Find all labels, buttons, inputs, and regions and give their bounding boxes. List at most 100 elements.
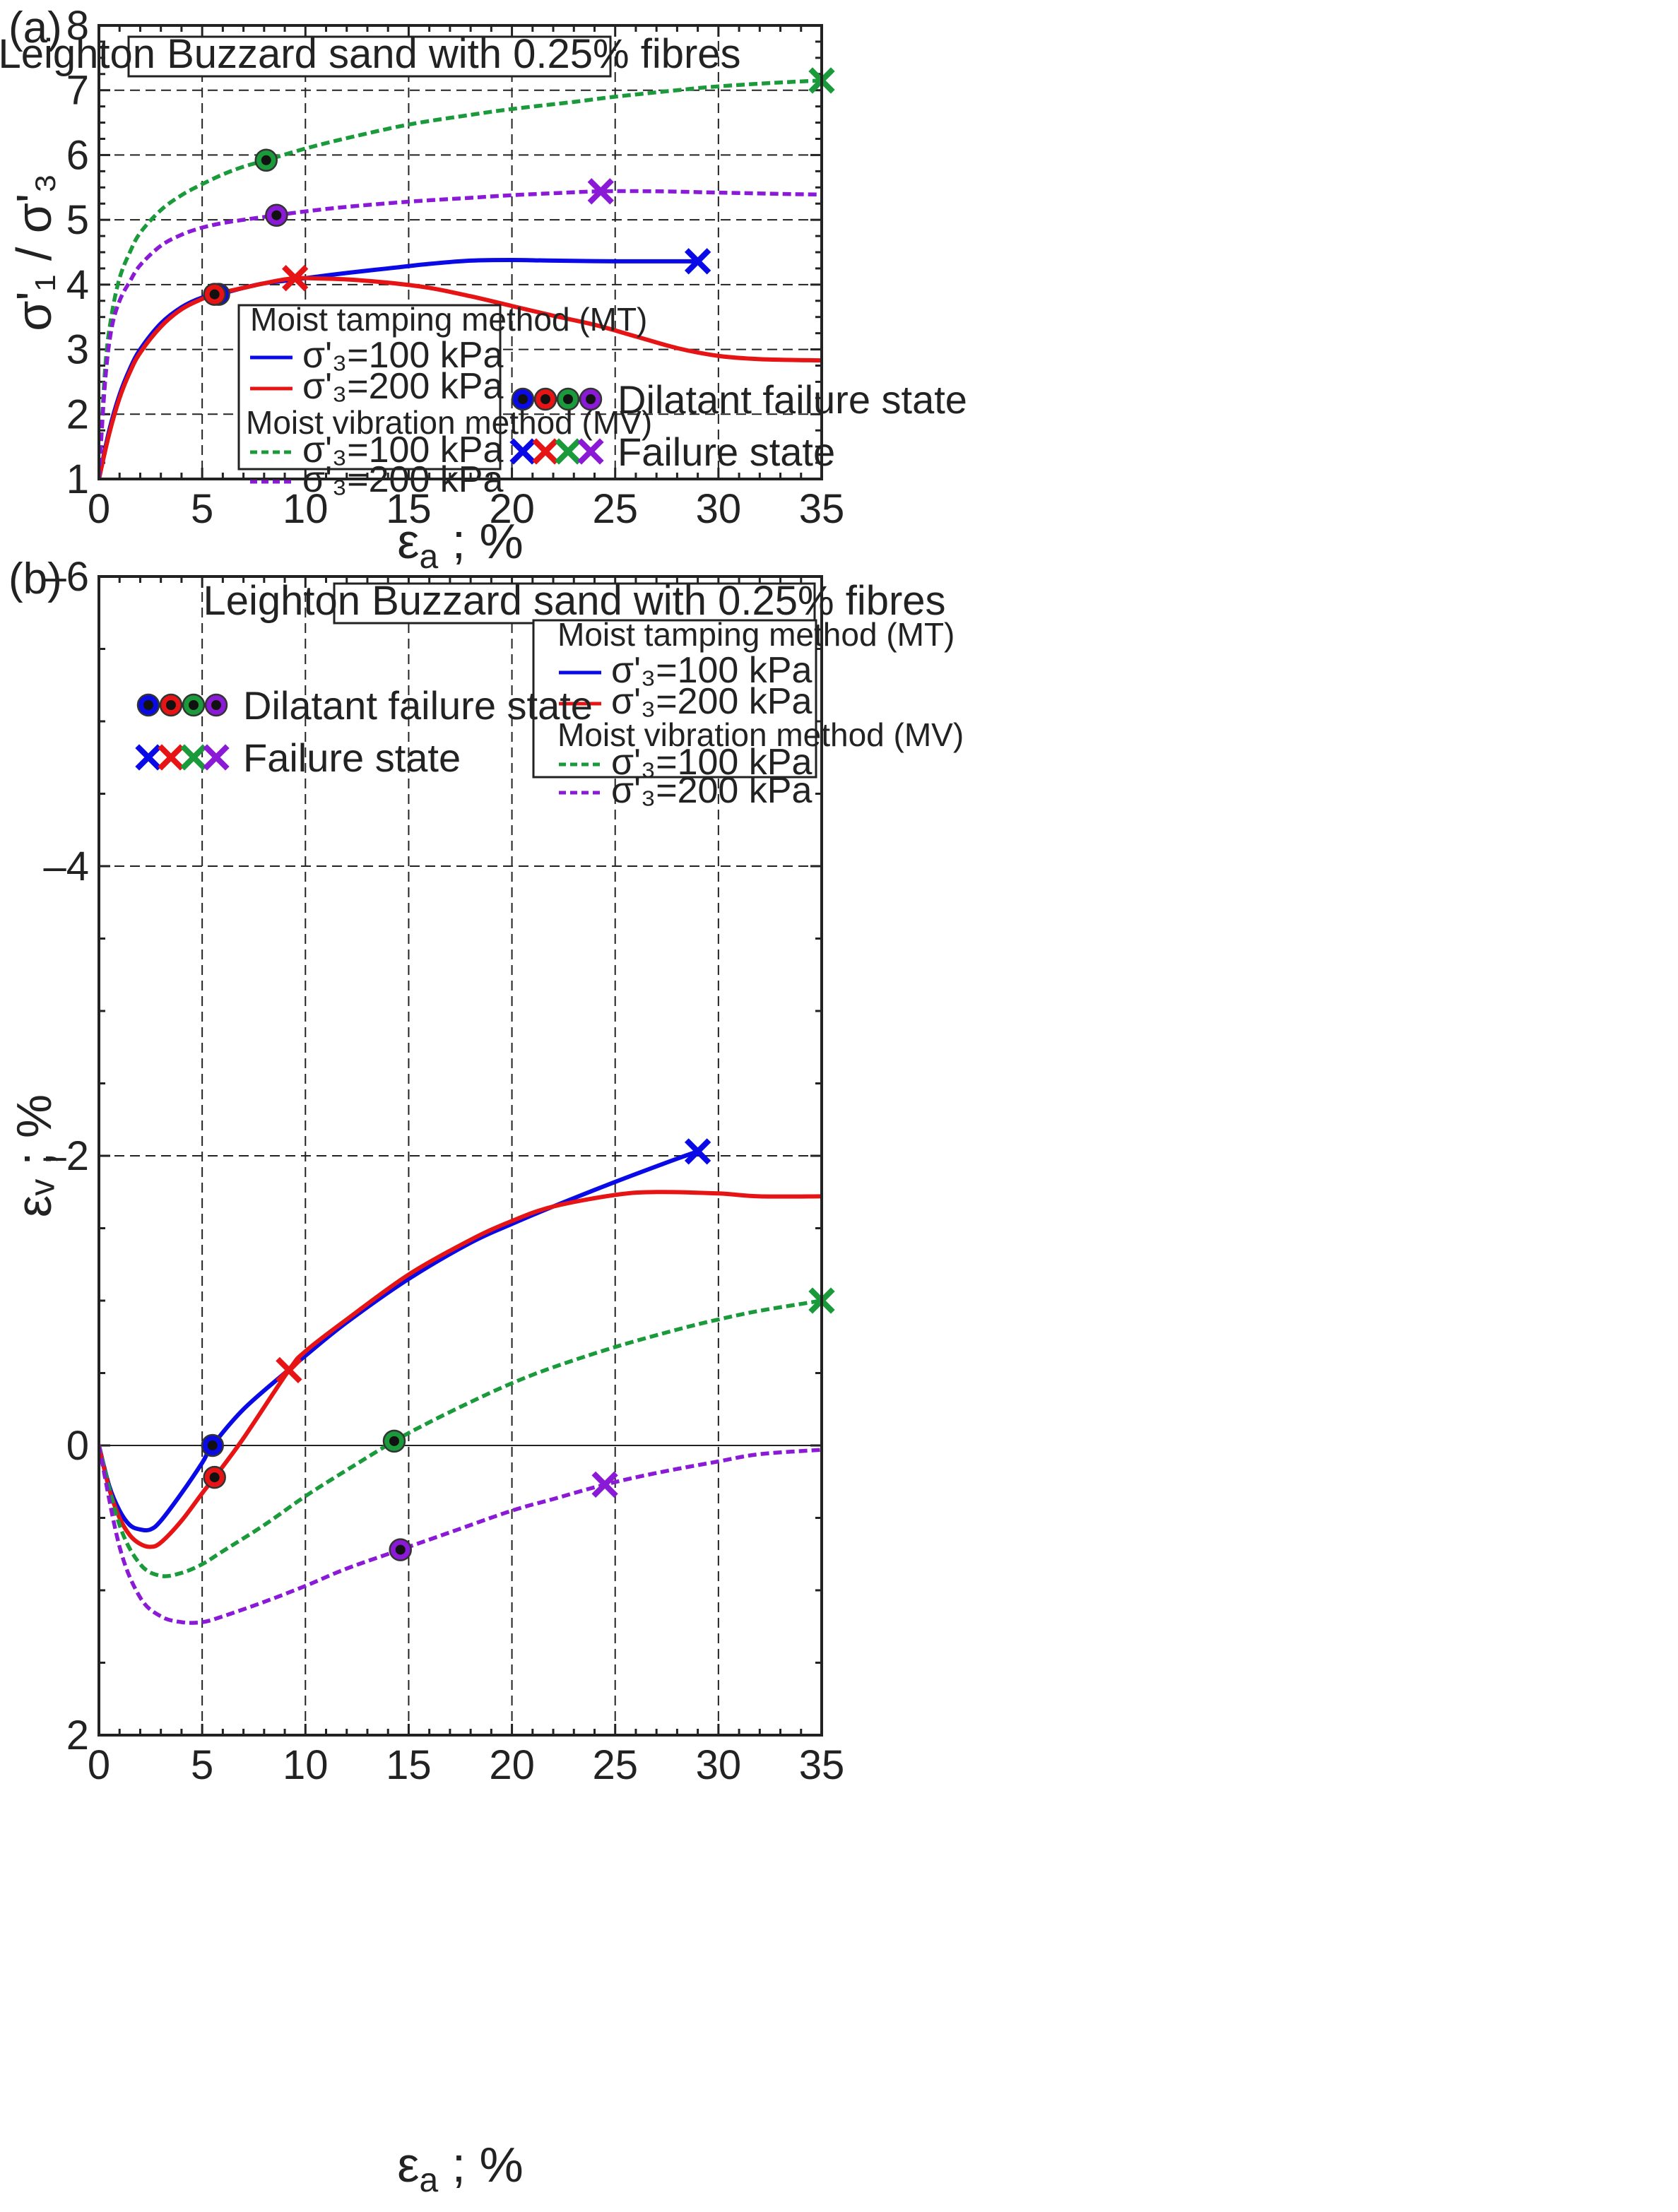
x-tick-label: 0: [88, 486, 110, 532]
marker-legend-dot: [533, 387, 557, 411]
series-line-3: [99, 1299, 822, 1578]
dilatant-marker-1: [201, 1433, 225, 1457]
legend: Moist tamping method (MT) Moist vibration…: [237, 301, 652, 500]
chart-title: Leighton Buzzard sand with 0.25% fibres: [203, 578, 945, 624]
panel-a: (a) 0 5 10 15 20 25 30 35 1 2 3 4 5 6 7 8 εa ; % σ'₁ / σ'₃…: [0, 3, 967, 576]
x-tick-label: 35: [799, 1742, 845, 1788]
marker-legend-x: [180, 744, 207, 771]
x-axis-label: εa ; %: [397, 514, 524, 576]
marker-legend-dot: [182, 693, 206, 717]
series-line-3: [99, 78, 822, 479]
legend-label-mv_200: σ'₃=200 kPa: [302, 459, 503, 500]
marker-legend-dot: [511, 387, 535, 411]
marker-legend-failure: Failure state: [243, 735, 461, 780]
legend-header-mt: Moist tamping method (MT): [557, 616, 955, 653]
y-axis-label: σ'₁ / σ'₃: [6, 173, 61, 331]
legend-label-mt_200: σ'₃=200 kPa: [302, 366, 503, 407]
marker-legend-dot: [204, 693, 228, 717]
plot-frame: [98, 575, 823, 1737]
dilatant-marker-4: [389, 1538, 412, 1561]
failure-marker-4: [587, 178, 614, 205]
y-tick-label: 5: [66, 197, 89, 243]
x-tick-label: 5: [191, 1742, 213, 1788]
marker-legend-x: [532, 438, 559, 465]
x-tick-label: 5: [191, 486, 213, 532]
x-tick-label: 10: [283, 486, 329, 532]
x-tick-label: 25: [592, 486, 638, 532]
y-tick-label: 8: [66, 3, 89, 49]
y-tick-label: 6: [66, 132, 89, 178]
legend-label-mt_200: σ'₃=200 kPa: [611, 681, 812, 722]
marker-legend-x: [158, 744, 184, 771]
legend-label-mt_100: σ'₃=100 kPa: [302, 335, 503, 376]
y-tick-label: 4: [66, 262, 89, 308]
failure-marker-4: [591, 1471, 618, 1498]
legend-label-mt_100: σ'₃=100 kPa: [611, 650, 812, 691]
marker-legend-dot: [136, 693, 160, 717]
y-tick-label: 2: [66, 1713, 89, 1758]
legend: Moist tamping method (MT) Moist vibration…: [532, 616, 964, 811]
series-line-2: [99, 1190, 822, 1549]
y-axis-label: εᵥ ; %: [6, 1094, 61, 1217]
marker-legend-x: [577, 438, 604, 465]
marker-legend: Dilatant failure state Failure state: [135, 683, 593, 780]
x-tick-label: 30: [696, 1742, 742, 1788]
x-tick-label: 30: [696, 486, 742, 532]
y-tick-label: 3: [66, 327, 89, 373]
marker-legend-failure: Failure state: [618, 430, 835, 474]
marker-legend-dilatant: Dilatant failure state: [618, 377, 967, 422]
legend-header-mv: Moist vibration method (MV): [246, 404, 652, 441]
failure-marker-1: [684, 1138, 711, 1165]
marker-legend: Dilatant failure state Failure state: [509, 377, 967, 474]
markers: [203, 67, 835, 306]
panel-label: (b): [8, 555, 62, 603]
series-lines: [99, 1149, 822, 1625]
marker-legend-dilatant: Dilatant failure state: [243, 683, 593, 728]
failure-marker-1: [684, 248, 711, 275]
marker-legend-dot: [556, 387, 580, 411]
legend-header-mv: Moist vibration method (MV): [557, 716, 964, 753]
marker-legend-dot: [579, 387, 603, 411]
plot-frame: [98, 24, 823, 480]
title-box: [333, 582, 816, 625]
x-tick-label: 20: [489, 486, 535, 532]
marker-legend-x: [135, 744, 162, 771]
y-tick-label: –4: [43, 844, 89, 889]
legend-label-mv_200: σ'₃=200 kPa: [611, 770, 812, 811]
markers: [201, 1138, 835, 1561]
legend-box: [532, 619, 817, 779]
x-tick-label: 15: [386, 486, 432, 532]
y-tick-label: 1: [66, 456, 89, 502]
y-tick-label: 0: [66, 1423, 89, 1469]
x-axis-label: εa ; %: [397, 2137, 524, 2199]
x-tick-label: 0: [88, 1742, 110, 1788]
x-tick-label: 25: [592, 1742, 638, 1788]
y-tick-label: –6: [43, 554, 89, 600]
dilatant-marker-3: [254, 148, 278, 172]
dilatant-marker-2: [203, 1465, 226, 1489]
y-tick-label: 7: [66, 68, 89, 114]
x-tick-label: 35: [799, 486, 845, 532]
legend-label-mv_100: σ'₃=100 kPa: [611, 742, 812, 783]
x-tick-label: 10: [283, 1742, 329, 1788]
x-tick-label: 20: [489, 1742, 535, 1788]
marker-legend-x: [203, 744, 230, 771]
dilatant-marker-3: [382, 1429, 406, 1453]
chart-title: Leighton Buzzard sand with 0.25% fibres: [0, 31, 741, 77]
legend-header-mt: Moist tamping method (MT): [250, 301, 647, 338]
y-tick-label: –2: [43, 1133, 89, 1179]
title-box: [127, 35, 612, 78]
series-line-4: [99, 1445, 822, 1625]
failure-marker-2: [282, 265, 309, 292]
marker-legend-x: [555, 438, 581, 465]
dilatant-marker-4: [265, 203, 288, 227]
marker-legend-x: [509, 438, 536, 465]
panel-label: (a): [8, 4, 62, 52]
failure-marker-2: [276, 1356, 302, 1384]
series-line-1: [99, 1149, 699, 1533]
y-tick-label: 2: [66, 391, 89, 437]
legend-label-mv_100: σ'₃=100 kPa: [302, 430, 503, 471]
dilatant-marker-2: [203, 283, 226, 306]
